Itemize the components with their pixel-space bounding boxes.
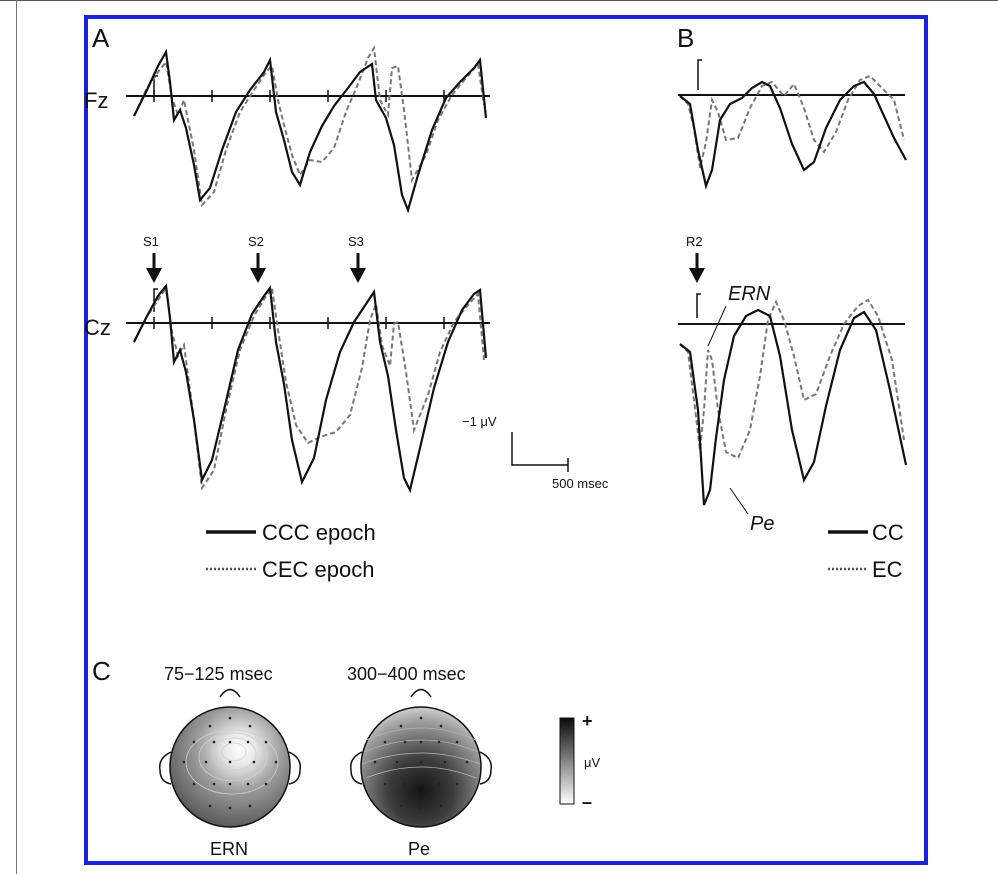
scale-bar: −1 μV 500 msec — [462, 414, 609, 491]
topomap-ern-left-ear — [158, 751, 172, 785]
cz-cec-trace — [133, 285, 485, 491]
legend-a-solid-label: CCC epoch — [262, 520, 376, 545]
topomap-pe-label: Pe — [408, 839, 430, 859]
topomap-ern-window: 75−125 msec — [164, 664, 273, 684]
topomap-ern: 75−125 msec ERN — [158, 664, 302, 859]
panel-b-fz-plot — [678, 59, 907, 190]
stimulus-label-s1: S1 — [143, 234, 159, 249]
legend-b: CC EC — [828, 520, 904, 582]
fz-ccc-trace — [133, 48, 488, 214]
legend-b-dashed-label: EC — [872, 557, 903, 582]
pe-pointer — [729, 487, 749, 515]
scale-bar-amplitude-label: −1 μV — [462, 414, 497, 429]
colorbar-unit-label: μV — [584, 755, 600, 770]
topomap-pe-nose — [410, 688, 432, 698]
response-arrow-r2 — [689, 268, 705, 283]
topomap-ern-contours — [185, 729, 279, 795]
channel-label-cz: Cz — [84, 315, 111, 340]
stimulus-arrow-s1 — [146, 268, 162, 283]
stimulus-markers: S1 S2 S3 — [143, 234, 366, 283]
stimulus-label-s3: S3 — [348, 234, 364, 249]
response-marker: R2 — [686, 234, 705, 283]
panel-b-label: B — [677, 23, 694, 53]
legend-a-dashed-label: CEC epoch — [262, 557, 375, 582]
pe-label: Pe — [750, 513, 774, 535]
topomap-ern-right-ear — [288, 751, 302, 785]
b-fz-ec-trace — [679, 74, 905, 169]
scale-bar-time-label: 500 msec — [552, 476, 609, 491]
topomap-pe-window: 300−400 msec — [347, 664, 466, 684]
ern-pointer — [707, 305, 727, 347]
topomap-pe-electrodes — [373, 716, 469, 810]
topomap-ern-label: ERN — [210, 839, 248, 859]
panel-a-label: A — [92, 23, 110, 53]
b-cz-cc-trace — [679, 308, 908, 506]
topomap-pe-left-ear — [349, 751, 363, 785]
topomap-ern-electrodes — [182, 716, 278, 810]
legend-a: CCC epoch CEC epoch — [206, 520, 376, 582]
legend-b-solid-label: CC — [872, 520, 904, 545]
panel-c-label: C — [92, 656, 111, 686]
outer-left-rule — [16, 0, 17, 874]
b-fz-cc-trace — [679, 80, 907, 190]
stimulus-arrow-s3 — [350, 268, 366, 283]
b-cz-amplitude-bracket — [696, 293, 701, 318]
topomap-ern-nose — [219, 688, 241, 698]
cz-ccc-trace — [133, 283, 488, 494]
outer-top-rule — [0, 0, 998, 1]
stimulus-label-s2: S2 — [248, 234, 264, 249]
cz-time-ticks — [153, 317, 445, 329]
b-fz-amplitude-bracket — [697, 59, 702, 90]
panel-a-fz-plot: Fz — [84, 44, 490, 214]
stimulus-arrow-s2 — [250, 268, 266, 283]
panel-b-cz-plot: ERN Pe — [678, 283, 908, 535]
response-label-r2: R2 — [686, 234, 703, 249]
topomap-pe: 300−400 msec Pe — [347, 664, 493, 859]
channel-label-fz: Fz — [84, 88, 108, 113]
topomap-pe-contours — [361, 727, 481, 779]
colorbar-max-label: + — [582, 711, 593, 731]
ern-label: ERN — [728, 283, 771, 305]
colorbar-gradient — [559, 717, 575, 805]
colorbar-min-label: – — [582, 792, 592, 812]
panel-a-cz-plot: Cz — [84, 283, 490, 494]
colorbar: + μV – — [559, 711, 600, 812]
topomap-pe-right-ear — [479, 751, 493, 785]
